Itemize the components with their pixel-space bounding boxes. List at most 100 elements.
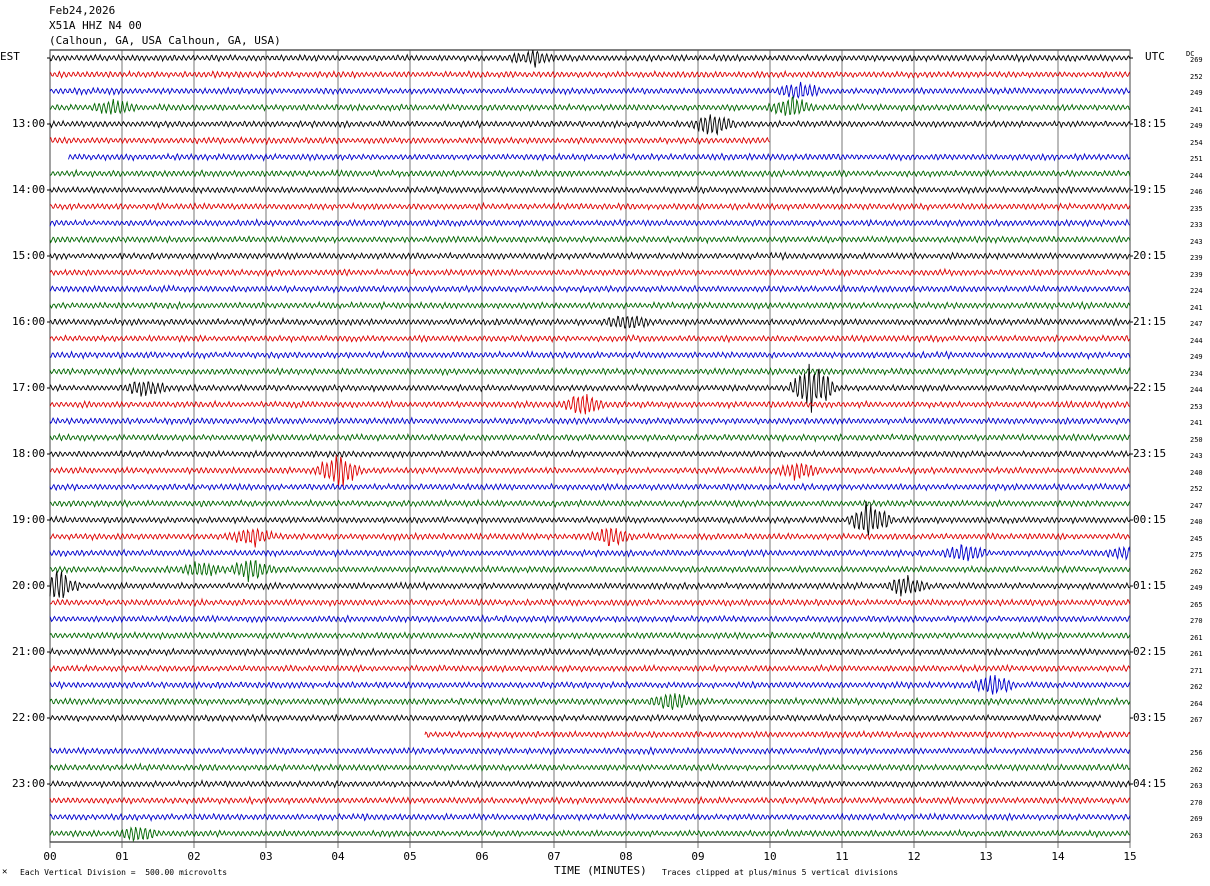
est-hour-label: 15:00 <box>12 249 46 262</box>
seismic-trace <box>49 363 1131 413</box>
utc-hour-label: 03:15 <box>1133 711 1167 724</box>
dc-offset-value: 262 <box>1190 683 1203 691</box>
dc-offset-value: 269 <box>1190 56 1203 64</box>
dc-offset-value: 240 <box>1190 518 1203 526</box>
dc-offset-value: 245 <box>1190 534 1203 543</box>
plot-frame <box>49 49 1131 843</box>
utc-hour-label: 04:15 <box>1133 777 1167 790</box>
seismic-trace <box>49 795 1131 806</box>
seismic-trace <box>49 218 1131 228</box>
seismic-trace <box>49 746 1131 756</box>
seismic-trace <box>49 778 1131 789</box>
utc-hour-label: 22:15 <box>1133 381 1167 394</box>
dc-offset-value: 244 <box>1190 336 1203 345</box>
dc-offset-value: 240 <box>1190 468 1203 477</box>
x-tick-label: 00 <box>43 850 57 863</box>
x-tick-label: 02 <box>187 850 201 863</box>
header-location: (Calhoun, GA, USA Calhoun, GA, USA) <box>49 34 281 47</box>
seismic-trace <box>49 393 1131 415</box>
est-hour-label: 17:00 <box>12 381 46 394</box>
seismic-trace <box>49 614 1131 624</box>
seismic-trace <box>49 630 1131 641</box>
x-tick-label: 11 <box>835 850 849 863</box>
dc-offset-value: 262 <box>1190 765 1203 774</box>
seismic-trace <box>49 81 1131 99</box>
seismic-trace <box>49 647 1131 657</box>
dc-offset-value: 234 <box>1190 369 1203 378</box>
dc-offset-value: 251 <box>1190 155 1203 163</box>
dc-offset-value: 235 <box>1190 204 1203 213</box>
dc-offset-value: 252 <box>1190 72 1203 81</box>
dc-offset-value: 249 <box>1190 89 1203 97</box>
header-station: X51A HHZ N4 00 <box>49 19 142 32</box>
seismic-trace <box>49 50 1131 68</box>
dc-offset-value: 252 <box>1190 485 1203 493</box>
dc-offset-value: 224 <box>1190 287 1203 295</box>
seismic-trace <box>49 366 1131 377</box>
x-tick-label: 08 <box>619 850 633 863</box>
seismic-trace <box>49 267 1131 278</box>
dc-offset-value: 244 <box>1190 171 1203 180</box>
dc-offset-value: 254 <box>1190 138 1203 147</box>
dc-offset-value: 271 <box>1190 666 1203 675</box>
seismic-trace <box>49 560 1131 583</box>
seismic-trace <box>49 168 1131 179</box>
dc-offset-value: 241 <box>1190 419 1203 427</box>
seismic-trace <box>49 185 1131 195</box>
est-hour-label: 18:00 <box>12 447 46 460</box>
seismic-trace <box>424 729 1131 740</box>
dc-offset-value: 241 <box>1190 105 1203 114</box>
est-hour-label: 16:00 <box>12 315 46 328</box>
scale-icon: ✕ <box>2 867 8 877</box>
dc-offset-value: 247 <box>1190 501 1203 510</box>
dc-offset-value: 270 <box>1190 798 1203 807</box>
right-timezone: UTC <box>1145 50 1165 63</box>
seismic-trace <box>49 498 1131 509</box>
est-hour-label: 21:00 <box>12 645 46 658</box>
dc-offset-value: 247 <box>1190 320 1203 328</box>
seismic-trace <box>49 333 1131 344</box>
seismic-trace <box>49 201 1131 212</box>
dc-offset-value: 243 <box>1190 237 1203 246</box>
dc-offset-value: 244 <box>1190 386 1203 394</box>
seismic-trace <box>49 315 1131 329</box>
seismic-trace <box>49 95 1131 116</box>
dc-offset-value: 261 <box>1190 633 1203 642</box>
dc-offset-value: 256 <box>1190 749 1203 757</box>
utc-hour-label: 00:15 <box>1133 513 1167 526</box>
dc-offset-value: 249 <box>1190 353 1203 361</box>
dc-offset-value: 267 <box>1190 716 1203 724</box>
dc-offset-value: 265 <box>1190 600 1203 609</box>
seismic-trace <box>49 762 1131 773</box>
dc-offset-value: 253 <box>1190 402 1203 411</box>
x-tick-label: 03 <box>259 850 273 863</box>
seismic-trace <box>49 284 1131 294</box>
seismic-trace <box>49 114 1131 136</box>
seismic-trace <box>49 675 1131 695</box>
seismic-trace <box>49 449 1131 459</box>
est-hour-label: 19:00 <box>12 513 46 526</box>
est-hour-label: 14:00 <box>12 183 46 196</box>
dc-offset-value: 262 <box>1190 567 1203 576</box>
est-hour-label: 20:00 <box>12 579 46 592</box>
dc-offset-value: 250 <box>1190 435 1203 444</box>
dc-offset-value: 270 <box>1190 617 1203 625</box>
seismic-trace <box>49 432 1131 443</box>
left-timezone: EST <box>0 50 20 63</box>
footer-clip-note: Traces clipped at plus/minus 5 vertical … <box>662 868 899 877</box>
seismic-trace <box>68 152 1131 162</box>
x-tick-label: 07 <box>547 850 561 863</box>
est-hour-label: 23:00 <box>12 777 46 790</box>
x-tick-label: 10 <box>763 850 777 863</box>
dc-offset-value: 261 <box>1190 650 1203 658</box>
utc-hour-label: 21:15 <box>1133 315 1167 328</box>
seismic-trace <box>49 693 1131 710</box>
x-tick-label: 12 <box>907 850 921 863</box>
x-tick-label: 15 <box>1123 850 1137 863</box>
seismic-trace <box>49 544 1131 562</box>
header-date: Feb24,2026 <box>49 4 116 17</box>
seismic-trace <box>49 826 1131 842</box>
seismic-trace <box>49 251 1131 261</box>
dc-offset-value: 249 <box>1190 122 1203 130</box>
dc-offset-value: 243 <box>1190 452 1203 460</box>
